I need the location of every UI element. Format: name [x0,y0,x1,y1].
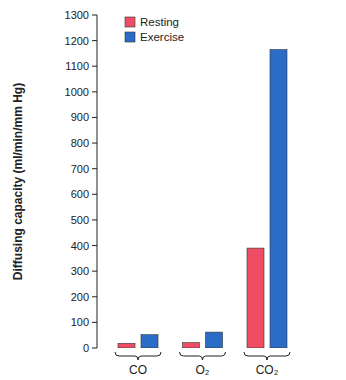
y-tick [92,194,97,195]
bar [183,343,200,348]
y-tick-label: 300 [71,265,89,277]
y-tick [92,91,97,92]
chart-svg: 0 100 200 300 400 500 600 700 800 900 1000 1100 1200… [0,0,346,380]
y-tick-label: 400 [71,240,89,252]
bar [206,332,223,348]
y-tick-label: 200 [71,291,89,303]
y-tick-label: 0 [83,342,89,354]
category-brace [180,352,226,360]
y-tick [92,66,97,67]
bar [118,343,135,348]
category-label: CO [129,363,147,377]
legend-swatch [125,17,135,27]
legend-label: Exercise [140,31,184,43]
chart-container: 0 100 200 300 400 500 600 700 800 900 1000 1100 1200… [0,0,346,380]
y-tick [92,143,97,144]
y-tick-label: 900 [71,111,89,123]
y-tick-label: 700 [71,163,89,175]
category-brace [115,352,161,360]
y-tick [92,296,97,297]
y-tick [92,117,97,118]
y-tick-label: 1300 [65,9,89,21]
bar [141,335,158,348]
y-tick [92,15,97,16]
y-tick [92,348,97,349]
bars [118,50,287,348]
y-tick [92,219,97,220]
y-tick-label: 500 [71,214,89,226]
y-tick-label: 1100 [65,60,89,72]
category-label: O₂ [196,363,210,377]
legend-label: Resting [140,16,179,28]
y-tick [92,168,97,169]
category-label: CO₂ [256,363,279,377]
y-tick [92,40,97,41]
y-axis-label: Diffusing capacity (ml/min/mm Hg) [11,83,25,280]
y-tick-label: 1000 [65,86,89,98]
y-tick-label: 100 [71,316,89,328]
y-tick-label: 600 [71,188,89,200]
y-axis-line [97,15,98,348]
y-tick [92,322,97,323]
category-brace [244,352,290,360]
bar [247,248,264,348]
legend-swatch [125,32,135,42]
y-tick-label: 800 [71,137,89,149]
y-tick [92,271,97,272]
y-tick-label: 1200 [65,35,89,47]
bar [270,50,287,348]
y-tick [92,245,97,246]
